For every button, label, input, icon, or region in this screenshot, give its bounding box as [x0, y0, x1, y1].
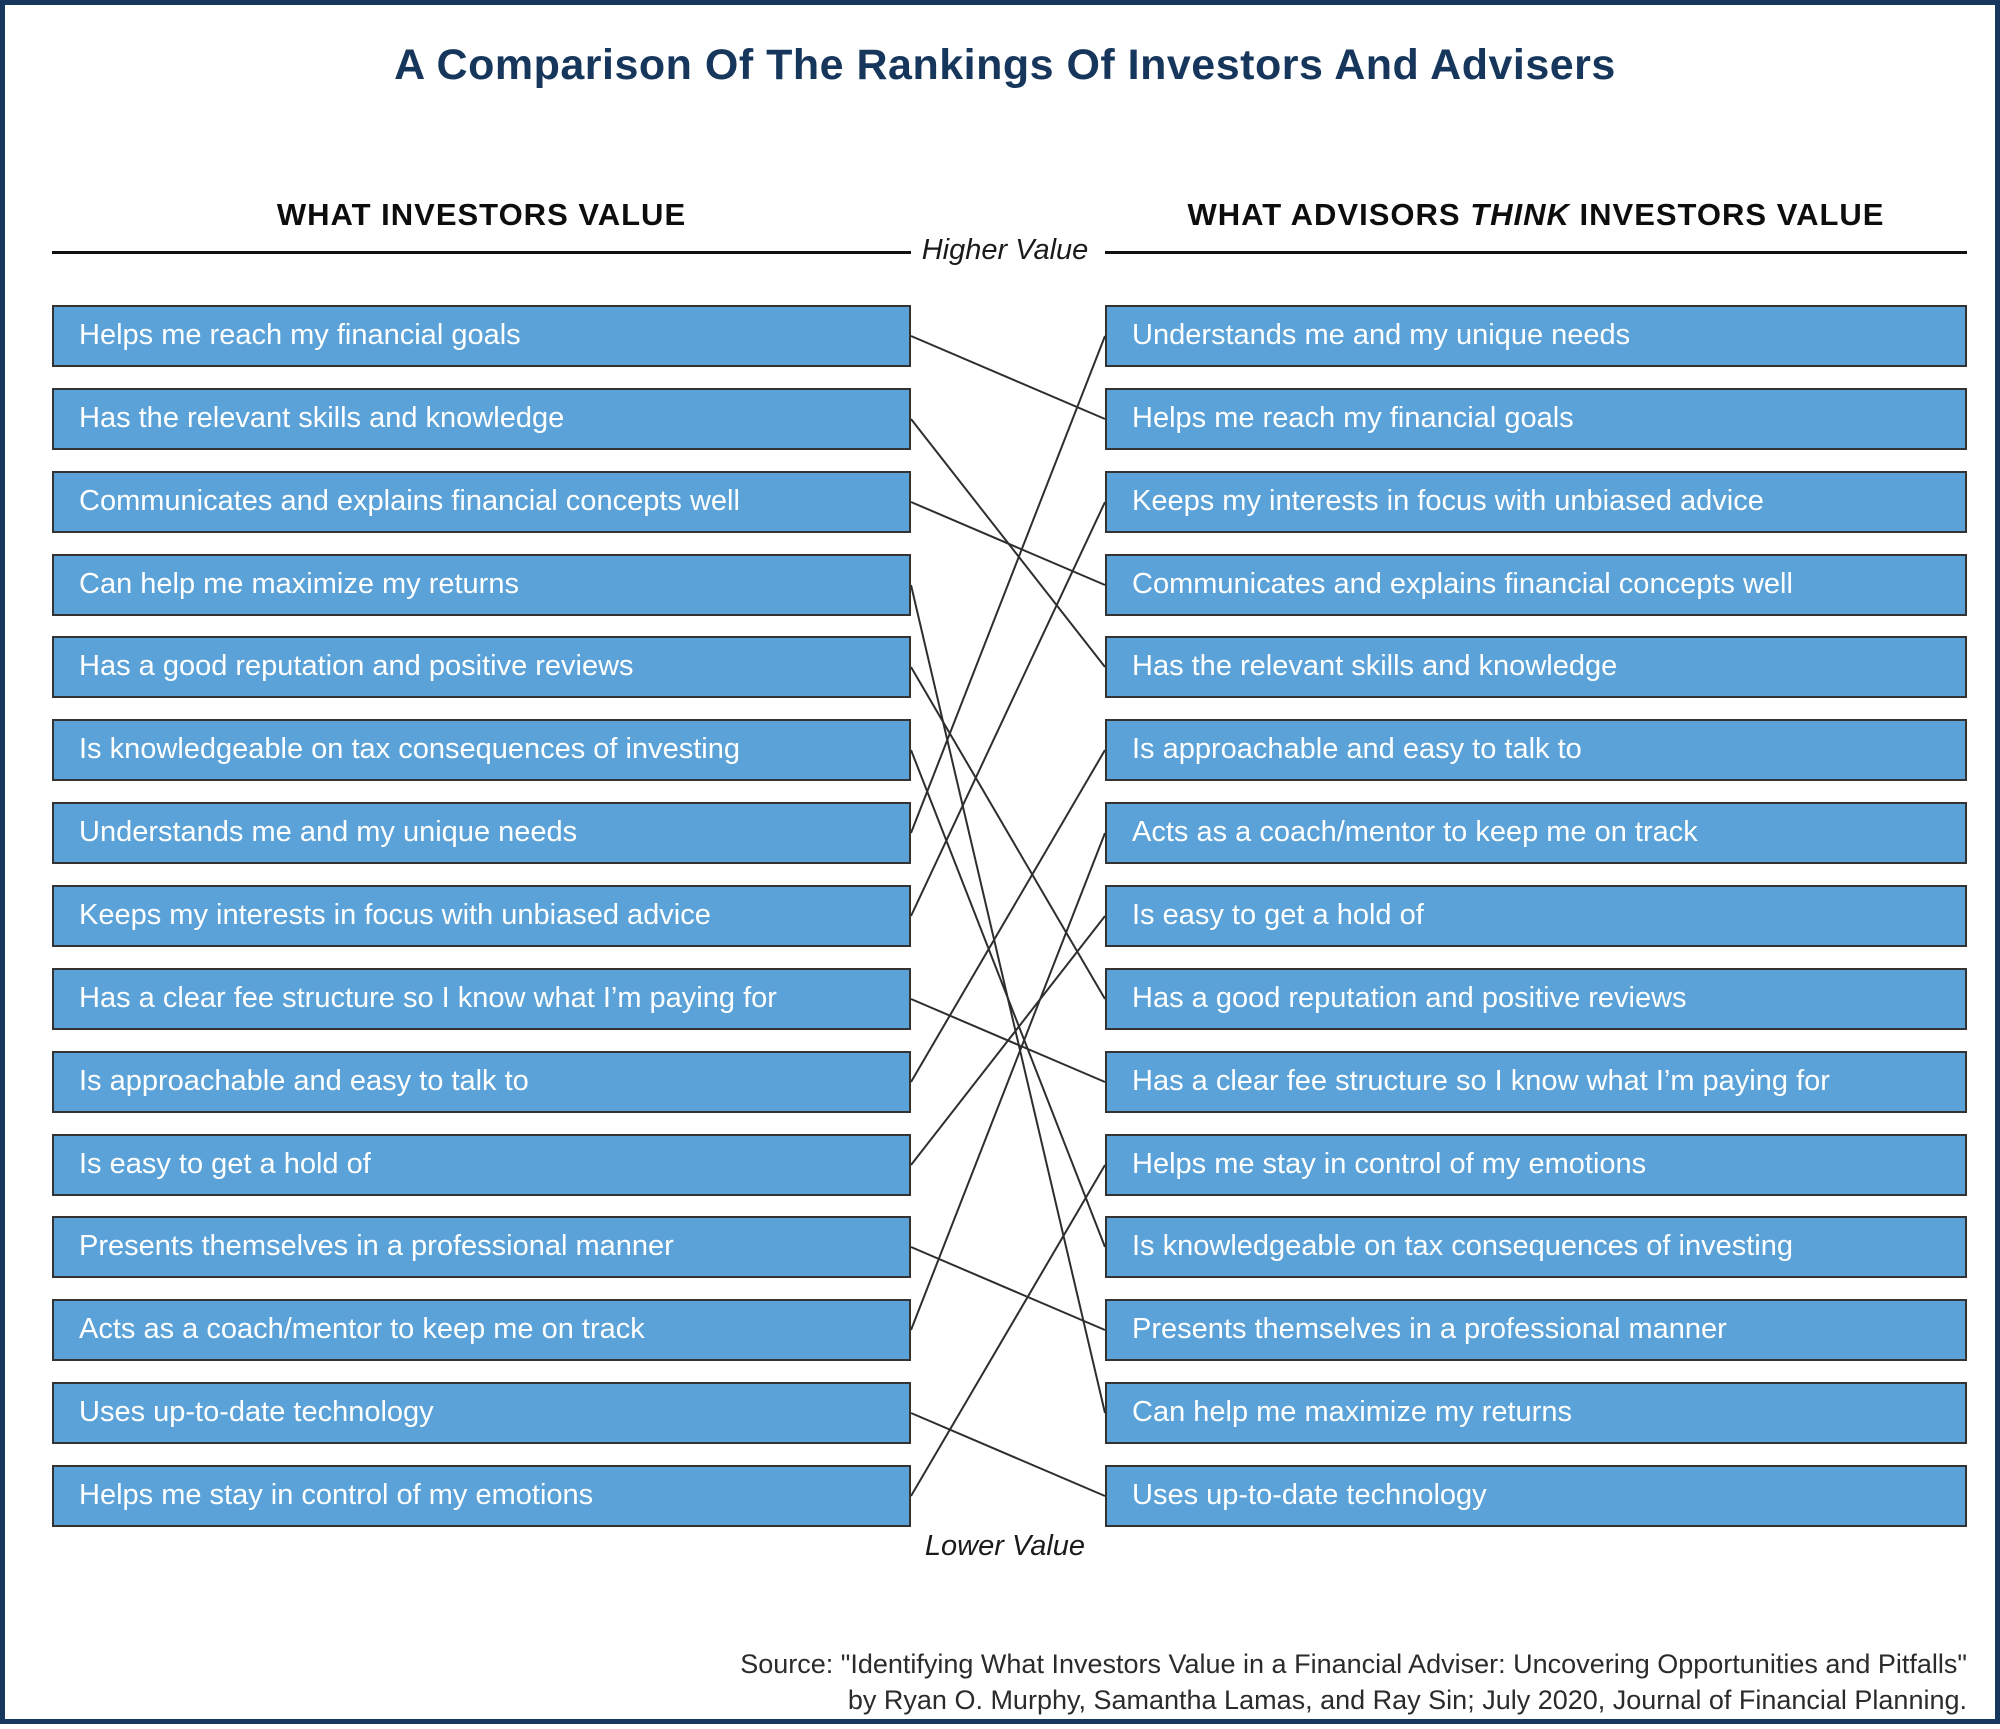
advisors-header-prefix: WHAT ADVISORS: [1187, 197, 1471, 232]
investor-bar: Helps me reach my financial goals: [52, 305, 911, 367]
connector-line: [910, 335, 1106, 420]
advisor-bar: Uses up-to-date technology: [1105, 1465, 1967, 1527]
advisor-bar: Has the relevant skills and knowledge: [1105, 636, 1967, 698]
advisor-bar: Is knowledgeable on tax consequences of …: [1105, 1216, 1967, 1278]
advisor-bar: Is easy to get a hold of: [1105, 885, 1967, 947]
investor-bar: Understands me and my unique needs: [52, 802, 911, 864]
investor-bar: Presents themselves in a professional ma…: [52, 1216, 911, 1278]
advisor-bar: Has a clear fee structure so I know what…: [1105, 1051, 1967, 1113]
source-citation-line1: Source: "Identifying What Investors Valu…: [740, 1649, 1967, 1679]
investor-bar: Can help me maximize my returns: [52, 554, 911, 616]
investors-column-header-label: WHAT INVESTORS VALUE: [276, 197, 687, 232]
advisor-bar: Communicates and explains financial conc…: [1105, 554, 1967, 616]
connector-line: [910, 832, 1106, 1331]
higher-value-label: Higher Value: [921, 234, 1089, 266]
investor-bar: Uses up-to-date technology: [52, 1382, 911, 1444]
investor-bar: Helps me stay in control of my emotions: [52, 1465, 911, 1527]
advisors-header-suffix: INVESTORS VALUE: [1569, 197, 1885, 232]
connector-line: [910, 749, 1106, 1248]
connector-line: [910, 749, 1106, 1083]
investor-bar: Is knowledgeable on tax consequences of …: [52, 719, 911, 781]
connector-line: [910, 1164, 1106, 1497]
advisors-header-think-emphasis: THINK: [1470, 197, 1570, 232]
connector-line: [910, 335, 1106, 834]
advisors-header-underline: [1105, 251, 1967, 254]
advisor-bar: Understands me and my unique needs: [1105, 305, 1967, 367]
investor-bar: Communicates and explains financial conc…: [52, 471, 911, 533]
connector-line: [910, 501, 1106, 586]
source-citation-line2: by Ryan O. Murphy, Samantha Lamas, and R…: [847, 1684, 1967, 1715]
connector-line: [910, 1412, 1106, 1497]
advisor-bar: Is approachable and easy to talk to: [1105, 719, 1967, 781]
investor-bar: Acts as a coach/mentor to keep me on tra…: [52, 1299, 911, 1361]
investor-bar: Has the relevant skills and knowledge: [52, 388, 911, 450]
advisors-column-header: WHAT ADVISORS THINK INVESTORS VALUE: [1105, 197, 1967, 233]
investor-bar: Has a clear fee structure so I know what…: [52, 968, 911, 1030]
source-citation: Source: "Identifying What Investors Valu…: [740, 1647, 1967, 1718]
advisor-bar: Presents themselves in a professional ma…: [1105, 1299, 1967, 1361]
connector-line: [910, 1246, 1106, 1331]
advisor-bar: Helps me stay in control of my emotions: [1105, 1134, 1967, 1196]
investor-bar: Is approachable and easy to talk to: [52, 1051, 911, 1113]
chart-title: A Comparison Of The Rankings Of Investor…: [394, 41, 1616, 89]
advisor-bar: Acts as a coach/mentor to keep me on tra…: [1105, 802, 1967, 864]
investor-bar: Keeps my interests in focus with unbiase…: [52, 885, 911, 947]
advisor-bar: Helps me reach my financial goals: [1105, 388, 1967, 450]
connector-lines: [910, 335, 1106, 1497]
connector-line: [910, 666, 1106, 1000]
investor-bar: Has a good reputation and positive revie…: [52, 636, 911, 698]
investor-bar: Is easy to get a hold of: [52, 1134, 911, 1196]
advisor-bar: Keeps my interests in focus with unbiase…: [1105, 471, 1967, 533]
investors-header-underline: [52, 251, 911, 254]
lower-value-label: Lower Value: [924, 1530, 1086, 1562]
connector-line: [910, 501, 1106, 917]
advisor-bar: Can help me maximize my returns: [1105, 1382, 1967, 1444]
advisor-bar: Has a good reputation and positive revie…: [1105, 968, 1967, 1030]
investors-column-header: WHAT INVESTORS VALUE: [52, 197, 911, 233]
connector-line: [910, 915, 1106, 1166]
